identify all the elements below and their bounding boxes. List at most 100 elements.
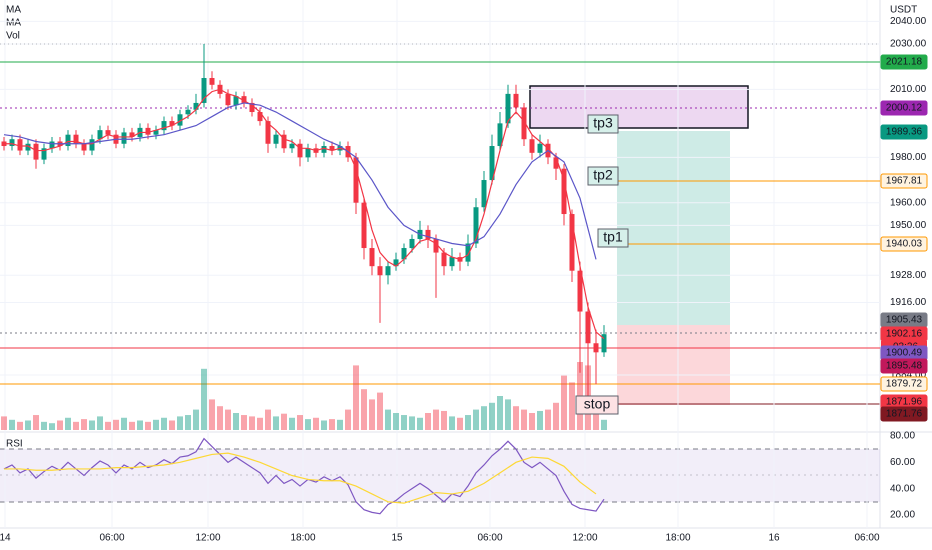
volume-bar (329, 419, 335, 430)
volume-bar (105, 421, 111, 430)
volume-bar (33, 415, 39, 430)
candle-body (521, 107, 527, 140)
price-tick: 1980.00 (890, 152, 927, 163)
candle-body (265, 121, 271, 144)
time-tick: 18:00 (290, 533, 315, 544)
time-tick: 15 (391, 533, 403, 544)
target-box (587, 166, 619, 186)
target-label: tp3 (593, 115, 613, 131)
candle-body (297, 143, 303, 158)
candle-body (441, 252, 447, 267)
rsi-line (3, 437, 605, 515)
volume-bar (481, 406, 487, 430)
price-tag-label: 2000.12 (886, 103, 923, 114)
candle-body (593, 343, 599, 353)
candle-body (505, 93, 511, 124)
candle-body (185, 109, 191, 115)
rsi-ma (4, 452, 597, 504)
candle-body (25, 143, 31, 151)
price-tick: 1928.00 (890, 270, 927, 281)
volume-bar (553, 402, 559, 430)
volume-bar (521, 409, 527, 430)
target-label: stop (584, 396, 611, 412)
price-tag-label: 1967.81 (886, 176, 923, 187)
volume-bar (569, 382, 575, 430)
volume-bar (113, 419, 119, 430)
volume-bar (257, 417, 263, 430)
candle-body (233, 96, 239, 106)
candle-body (89, 139, 95, 151)
ma-slow (3, 102, 597, 260)
volume-bar (593, 409, 599, 430)
volume-bar (281, 413, 287, 430)
volume-bar (17, 421, 23, 430)
candle-body (225, 93, 231, 106)
currency: USDT (890, 5, 917, 16)
candle-body (249, 102, 255, 113)
candle-body (465, 243, 471, 262)
candle-body (81, 143, 87, 151)
price-tag (880, 406, 928, 422)
volume-bar (137, 420, 143, 430)
volume-bar (601, 419, 607, 430)
target-label: tp1 (603, 229, 623, 245)
candle-body (473, 207, 479, 244)
volume-bar (201, 368, 207, 430)
candle-body (553, 157, 559, 169)
volume-bar (65, 417, 71, 430)
price-tag (880, 124, 928, 140)
volume-bar (353, 365, 359, 430)
candle-body (561, 168, 567, 215)
candle-body (17, 139, 23, 151)
price-tag-label: 1902.16 (886, 329, 923, 340)
candle-body (481, 180, 487, 208)
volume-bar (377, 392, 383, 430)
candle-body (177, 114, 183, 126)
candle-body (97, 130, 103, 140)
volume-bar (97, 416, 103, 430)
candle-body (169, 121, 175, 126)
candle-body (241, 96, 247, 103)
candle-body (449, 257, 455, 267)
volume-bar (497, 396, 503, 430)
candle-body (433, 238, 439, 253)
candle-body (409, 238, 415, 249)
candle-body (257, 112, 263, 122)
time-tick: 18:00 (665, 533, 690, 544)
volume-bar (249, 416, 255, 430)
volume-bar (41, 421, 47, 430)
volume-bar (385, 409, 391, 430)
volume-bar (265, 409, 271, 430)
volume-bar (449, 416, 455, 430)
volume-bar (273, 416, 279, 430)
volume-bar (297, 415, 303, 430)
time-tick: 12:00 (195, 533, 220, 544)
candle-body (401, 248, 407, 260)
candle-body (201, 78, 207, 103)
candle-body (513, 93, 519, 108)
volume-bar (457, 417, 463, 430)
price-tick: 2040.00 (890, 16, 927, 27)
volume-bar (393, 413, 399, 430)
candle-body (145, 127, 151, 135)
price-tag-label: 2021.18 (886, 57, 923, 68)
candle-body (393, 259, 399, 267)
price-tag-label: 1940.03 (886, 239, 923, 250)
price-tick: 2010.00 (890, 84, 927, 95)
candle-body (377, 266, 383, 276)
volume-bar (465, 415, 471, 430)
volume-bar (121, 417, 127, 430)
volume-bar (537, 410, 543, 430)
ma-fast (4, 88, 605, 340)
rsi-title: RSI (6, 439, 23, 450)
candle-body (289, 143, 295, 149)
supply-box (529, 85, 749, 129)
volume-bar (441, 410, 447, 430)
time-tick: 06:00 (99, 533, 124, 544)
volume-bar (233, 413, 239, 430)
volume-bar (145, 421, 151, 430)
volume-bar (177, 416, 183, 430)
profit-zone (617, 131, 730, 325)
rsi-tick: 60.00 (890, 457, 915, 468)
candle-body (329, 146, 335, 151)
